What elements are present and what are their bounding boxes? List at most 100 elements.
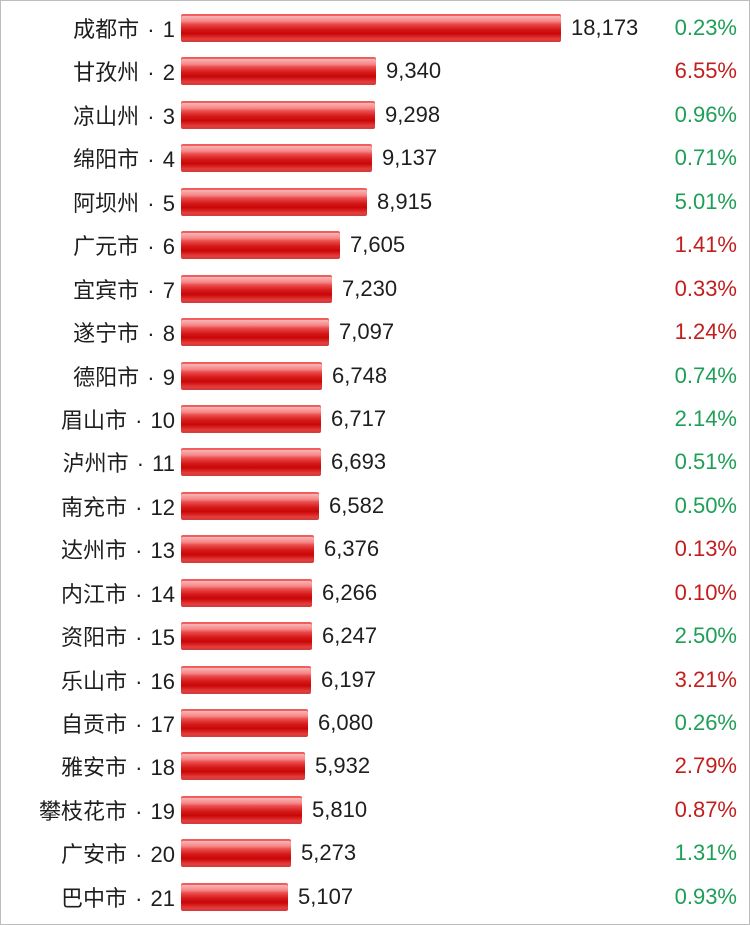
value-label: 8,915 xyxy=(367,189,432,215)
bar-wrap xyxy=(181,622,312,650)
city-name: 泸州市 xyxy=(63,451,129,476)
bar-wrap xyxy=(181,883,288,911)
bar xyxy=(181,796,302,824)
row-label: 达州市 · 13 xyxy=(5,533,181,565)
separator: · xyxy=(129,408,149,433)
pct-change: 0.10% xyxy=(675,580,739,606)
value-label: 5,273 xyxy=(291,840,356,866)
separator: · xyxy=(141,321,161,346)
rank-row: 眉山市 · 10 6,717 2.14% xyxy=(5,398,739,440)
pct-change: 2.14% xyxy=(675,406,739,432)
bar-wrap xyxy=(181,144,372,172)
rank-row: 阿坝州 · 58,9155.01% xyxy=(5,181,739,223)
ranking-chart: 成都市 · 118,1730.23% 甘孜州 · 2 9,340 6.55% 凉山州 ·… xyxy=(0,0,750,925)
rank-number: 9 xyxy=(163,365,175,390)
city-name: 攀枝花市 xyxy=(39,799,127,824)
bar-wrap xyxy=(181,275,332,303)
bar xyxy=(181,839,291,867)
separator: · xyxy=(129,669,149,694)
pct-change: 1.41% xyxy=(675,232,739,258)
value-label: 5,932 xyxy=(305,753,370,779)
pct-change: 6.55% xyxy=(675,58,739,84)
separator: · xyxy=(129,495,149,520)
rank-number: 6 xyxy=(163,234,175,259)
value-label: 6,247 xyxy=(312,623,377,649)
rank-number: 7 xyxy=(163,278,175,303)
rank-number: 17 xyxy=(151,712,175,737)
value-label: 5,107 xyxy=(288,884,353,910)
rank-number: 10 xyxy=(151,408,175,433)
row-label: 南充市 · 12 xyxy=(5,490,181,522)
city-name: 绵阳市 xyxy=(73,147,139,172)
bar xyxy=(181,101,375,129)
rank-number: 13 xyxy=(151,538,175,563)
rank-number: 18 xyxy=(151,755,175,780)
bar xyxy=(181,405,321,433)
pct-change: 0.50% xyxy=(675,493,739,519)
city-name: 广元市 xyxy=(73,234,139,259)
rank-row: 广元市 · 67,6051.41% xyxy=(5,224,739,266)
rank-row: 南充市 · 126,5820.50% xyxy=(5,485,739,527)
row-label: 绵阳市 · 4 xyxy=(5,142,181,174)
bar-wrap xyxy=(181,14,561,42)
separator: · xyxy=(129,799,149,824)
row-label: 阿坝州 · 5 xyxy=(5,186,181,218)
rank-row: 成都市 · 118,1730.23% xyxy=(5,7,739,49)
city-name: 雅安市 xyxy=(61,755,127,780)
rank-number: 5 xyxy=(163,191,175,216)
row-label: 宜宾市 · 7 xyxy=(5,273,181,305)
value-label: 9,340 xyxy=(376,58,441,84)
bar xyxy=(181,231,340,259)
bar-wrap xyxy=(181,796,302,824)
bar-wrap xyxy=(181,188,367,216)
bar-wrap xyxy=(181,362,322,390)
separator: · xyxy=(129,886,149,911)
separator: · xyxy=(141,191,161,216)
pct-change: 0.96% xyxy=(675,102,739,128)
pct-change: 1.31% xyxy=(675,840,739,866)
rank-number: 19 xyxy=(151,799,175,824)
separator: · xyxy=(141,104,161,129)
rank-number: 14 xyxy=(151,582,175,607)
bar xyxy=(181,14,561,42)
row-label: 内江市 · 14 xyxy=(5,577,181,609)
row-label: 成都市 · 1 xyxy=(5,12,181,44)
pct-change: 0.33% xyxy=(675,276,739,302)
rank-number: 16 xyxy=(151,669,175,694)
row-label: 资阳市 · 15 xyxy=(5,620,181,652)
rank-number: 1 xyxy=(163,17,175,42)
rank-row: 乐山市 · 166,1973.21% xyxy=(5,659,739,701)
row-label: 雅安市 · 18 xyxy=(5,750,181,782)
value-label: 6,693 xyxy=(321,449,386,475)
pct-change: 0.71% xyxy=(675,145,739,171)
city-name: 乐山市 xyxy=(61,669,127,694)
row-label: 泸州市 · 11 xyxy=(5,446,181,478)
separator: · xyxy=(141,17,161,42)
row-label: 甘孜州 · 2 xyxy=(5,55,181,87)
city-name: 遂宁市 xyxy=(73,321,139,346)
city-name: 成都市 xyxy=(73,17,139,42)
bar xyxy=(181,579,312,607)
rank-row: 自贡市 · 176,0800.26% xyxy=(5,702,739,744)
separator: · xyxy=(129,582,149,607)
row-label: 巴中市 · 21 xyxy=(5,881,181,913)
row-label: 眉山市 · 10 xyxy=(5,403,181,435)
pct-change: 0.13% xyxy=(675,536,739,562)
value-label: 6,717 xyxy=(321,406,386,432)
row-label: 乐山市 · 16 xyxy=(5,664,181,696)
rank-number: 2 xyxy=(163,60,175,85)
bar xyxy=(181,318,329,346)
bar-wrap xyxy=(181,666,311,694)
bar-wrap xyxy=(181,448,321,476)
value-label: 6,266 xyxy=(312,580,377,606)
separator: · xyxy=(141,365,161,390)
rank-number: 20 xyxy=(151,842,175,867)
city-name: 德阳市 xyxy=(73,365,139,390)
separator: · xyxy=(141,147,161,172)
city-name: 巴中市 xyxy=(61,886,127,911)
rank-row: 遂宁市 · 87,0971.24% xyxy=(5,311,739,353)
rank-row: 凉山州 · 39,2980.96% xyxy=(5,94,739,136)
separator: · xyxy=(129,842,149,867)
city-name: 自贡市 xyxy=(61,712,127,737)
bar-wrap xyxy=(181,492,319,520)
